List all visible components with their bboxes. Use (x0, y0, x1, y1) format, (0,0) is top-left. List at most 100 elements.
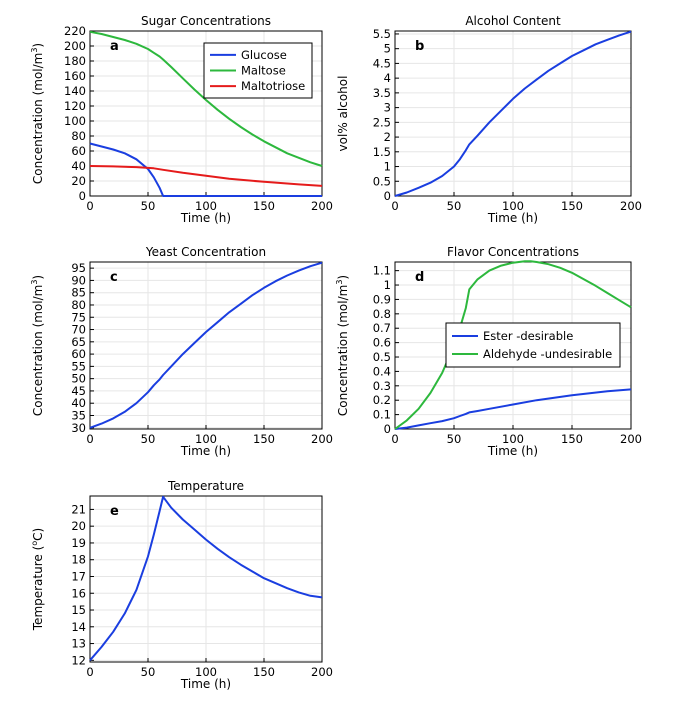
series-line-maltotriose (89, 165, 323, 187)
series-line-temperature (89, 495, 323, 661)
y-tick-label: 70 (71, 323, 86, 337)
x-tick-label: 150 (561, 432, 583, 446)
y-tick-label: 20 (71, 174, 86, 188)
y-tick-label: 60 (71, 347, 86, 361)
y-tick-label: 40 (71, 396, 86, 410)
y-tick-label: 3 (384, 101, 391, 115)
x-tick-label: 50 (141, 199, 156, 213)
x-tick-label: 100 (502, 432, 524, 446)
panel-e-temperature: 0 50 100 150 200 12 13 14 15 16 17 18 19 20 21 Temperat… (30, 479, 333, 691)
y-tick-label: 85 (71, 286, 86, 300)
x-tick-label: 50 (141, 665, 156, 679)
y-tick-label: 160 (64, 69, 86, 83)
y-tick-label: 80 (71, 129, 86, 143)
x-tick-label: 200 (311, 432, 333, 446)
y-tick-label: 21 (71, 502, 86, 516)
y-tick-label: 0 (384, 422, 391, 436)
panel-label: b (415, 39, 424, 54)
y-tick-label: 60 (71, 144, 86, 158)
x-tick-label: 150 (253, 665, 275, 679)
y-tick-label: 17 (71, 569, 86, 583)
series-line-ester-desirable (394, 388, 632, 430)
x-tick-label: 100 (195, 199, 217, 213)
y-axis-label-end: C) (31, 528, 45, 541)
chart-title: Alcohol Content (465, 14, 561, 28)
x-tick-label: 100 (502, 199, 524, 213)
y-tick-label: 0.3 (373, 379, 391, 393)
series-line-aldehyde-undesirable (394, 260, 632, 430)
legend-box (445, 322, 621, 368)
y-tick-label: 18 (71, 553, 86, 567)
y-tick-label: 0.7 (373, 321, 391, 335)
x-axis-label: Time (h) (487, 444, 538, 458)
y-tick-label: 40 (71, 159, 86, 173)
x-axis-label: Time (h) (180, 444, 231, 458)
panel-d-flavor-concentrations: 0 50 100 150 200 00.10.20.30.40.50.60.70.80.9… (335, 245, 642, 458)
y-tick-label: 0.1 (373, 408, 391, 422)
y-tick-label: 0.5 (373, 174, 391, 188)
panel-label: a (110, 39, 119, 54)
y-axis-label: Concentration (mol/m3) (30, 43, 45, 184)
y-tick-label: 16 (71, 586, 86, 600)
y-tick-label: 50 (71, 372, 86, 386)
legend-entry: Glucose (241, 48, 287, 62)
legend: Ester -desirable Aldehyde -undesirable (445, 322, 621, 368)
y-axis-label-main: Concentration (mol/m (336, 285, 350, 416)
x-tick-label: 150 (253, 432, 275, 446)
y-tick-label: 90 (71, 273, 86, 287)
y-tick-label: 0 (384, 189, 391, 203)
series-line-glucose (89, 142, 322, 197)
y-axis-label-superscript: 3 (30, 280, 39, 285)
y-axis-label: Temperature (oC) (30, 528, 45, 631)
panel-c-yeast-concentration: 0 50 100 150 2003035404550556065707580859095… (30, 245, 333, 458)
y-axis-label-main: vol% alcohol (336, 76, 350, 152)
x-tick-label: 150 (253, 199, 275, 213)
y-tick-label: 2.5 (373, 115, 391, 129)
x-tick-label: 200 (620, 199, 642, 213)
x-tick-label: 0 (86, 432, 93, 446)
y-tick-label: 140 (64, 84, 86, 98)
x-tick-label: 100 (195, 432, 217, 446)
y-tick-label: 220 (64, 24, 86, 38)
panel-b-alcohol-content: 0 50 100 150 200 00.511.522.533.544.555.5 Alco… (336, 14, 642, 225)
legend-entry: Aldehyde -undesirable (483, 347, 612, 361)
y-axis-label-end: ) (31, 275, 45, 280)
panel-a-sugar-concentrations: 0 50 100 150 2000204060801001201401601802002… (30, 14, 333, 225)
y-tick-label: 0.4 (373, 364, 391, 378)
x-tick-label: 50 (447, 432, 462, 446)
x-tick-label: 100 (195, 665, 217, 679)
x-tick-label: 200 (311, 199, 333, 213)
legend-entry: Ester -desirable (483, 329, 573, 343)
y-tick-label: 75 (71, 310, 86, 324)
y-axis-label-superscript: 3 (335, 280, 344, 285)
chart-title: Temperature (167, 479, 244, 493)
y-tick-label: 100 (64, 114, 86, 128)
y-tick-label: 14 (71, 620, 86, 634)
y-tick-label: 0.9 (373, 292, 391, 306)
y-tick-label: 180 (64, 54, 86, 68)
y-axis-label-main: Temperature ( (31, 546, 45, 632)
x-tick-label: 50 (141, 432, 156, 446)
y-axis-label: Concentration (mol/m3) (335, 275, 350, 416)
y-tick-label: 2 (384, 130, 391, 144)
x-tick-label: 200 (311, 665, 333, 679)
y-tick-label: 0.5 (373, 350, 391, 364)
y-axis-label-superscript: o (30, 541, 39, 546)
chart-title: Yeast Concentration (145, 245, 266, 259)
y-tick-label: 1 (384, 278, 391, 292)
y-axis-label-end: ) (31, 43, 45, 48)
y-tick-label: 15 (71, 603, 86, 617)
x-tick-label: 50 (447, 199, 462, 213)
x-tick-label: 0 (86, 199, 93, 213)
y-axis-label-main: Concentration (mol/m (31, 285, 45, 416)
y-tick-label: 0.8 (373, 307, 391, 321)
x-axis-label: Time (h) (180, 677, 231, 691)
y-tick-label: 4 (384, 71, 391, 85)
y-tick-label: 4.5 (373, 56, 391, 70)
x-tick-label: 0 (391, 432, 398, 446)
panel-label: d (415, 270, 424, 285)
chart-title: Sugar Concentrations (141, 14, 271, 28)
chart-title: Flavor Concentrations (447, 245, 579, 259)
